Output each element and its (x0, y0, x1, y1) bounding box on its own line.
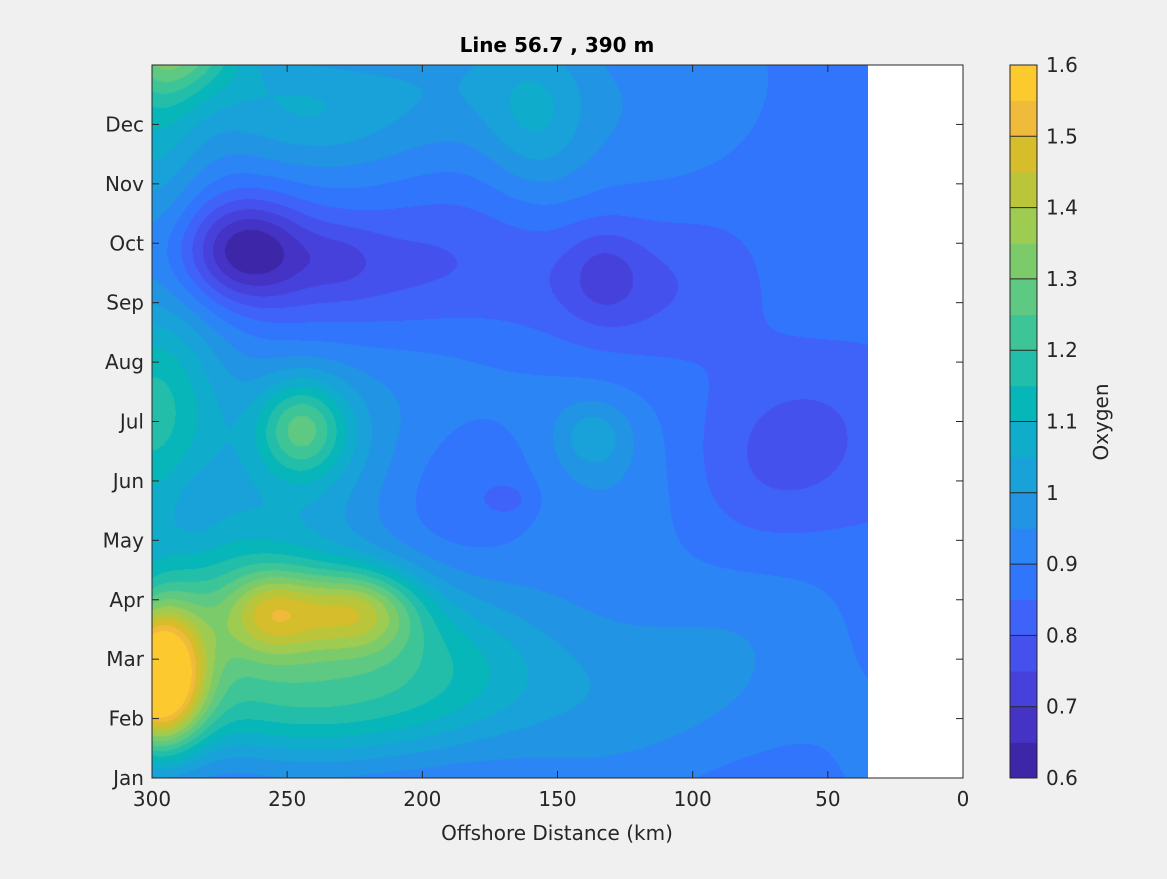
colorbar-tick-label: 1.3 (1046, 267, 1078, 291)
x-tick-label: 150 (538, 787, 576, 811)
x-axis-label: Offshore Distance (km) (441, 821, 673, 845)
colorbar-segment (1010, 350, 1037, 387)
colorbar (1009, 64, 1038, 779)
colorbar-tick-label: 0.6 (1046, 766, 1078, 790)
y-axis-ticks: Jan Feb Mar Apr May Jun Jul Aug Sep Oct Nov Dec (103, 112, 963, 790)
y-tick-label: Jul (118, 410, 144, 434)
colorbar-tick-label: 1.4 (1046, 196, 1078, 220)
colorbar-segment (1010, 243, 1037, 280)
colorbar-segment (1010, 314, 1037, 351)
x-tick-label: 100 (674, 787, 712, 811)
y-tick-label: May (103, 528, 145, 552)
contour-field (152, 65, 868, 778)
y-tick-label: Jun (111, 469, 144, 493)
chart-title: Line 56.7 , 390 m (460, 33, 655, 57)
colorbar-ticks: 0.6 0.7 0.8 0.9 1 1.1 1.2 1.3 1.4 1.5 1.6 (1010, 53, 1078, 790)
colorbar-segment (1010, 671, 1037, 708)
colorbar-segment (1010, 100, 1037, 137)
colorbar-tick-label: 0.8 (1046, 623, 1078, 647)
x-axis-ticks: 300 250 200 150 100 50 0 (133, 65, 969, 811)
colorbar-segment (1010, 207, 1037, 244)
plot-area: 300 250 200 150 100 50 0 Jan Feb Mar Apr May Jun Jul… (103, 64, 969, 811)
colorbar-segment (1010, 421, 1037, 458)
colorbar-segment (1010, 136, 1037, 173)
colorbar-segment (1010, 492, 1037, 529)
y-tick-label: Oct (109, 231, 144, 255)
y-tick-label: Feb (109, 707, 144, 731)
x-tick-label: 250 (268, 787, 306, 811)
colorbar-segment (1010, 171, 1037, 209)
y-tick-label: Mar (106, 647, 145, 671)
colorbar-tick-label: 0.7 (1046, 695, 1078, 719)
colorbar-segment (1010, 278, 1037, 316)
contour-canvas (152, 65, 868, 778)
y-tick-label: Aug (105, 350, 144, 374)
colorbar-tick-label: 1.6 (1046, 53, 1078, 77)
colorbar-segment (1010, 635, 1037, 672)
colorbar-segment (1010, 65, 1037, 102)
colorbar-segment (1010, 385, 1037, 422)
colorbar-segment (1010, 706, 1037, 743)
colorbar-segment (1010, 599, 1037, 636)
colorbar-tick-label: 1.1 (1046, 410, 1078, 434)
colorbar-segment (1010, 457, 1037, 494)
y-tick-label: Nov (105, 172, 144, 196)
y-tick-label: Apr (109, 588, 144, 612)
x-tick-label: 300 (133, 787, 171, 811)
colorbar-segment (1010, 528, 1037, 565)
colorbar-segment (1010, 564, 1037, 601)
colorbar-tick-label: 0.9 (1046, 552, 1078, 576)
colorbar-label: Oxygen (1089, 383, 1113, 460)
y-tick-label: Jan (111, 766, 144, 790)
colorbar-tick-label: 1 (1046, 481, 1059, 505)
x-tick-label: 0 (957, 787, 970, 811)
x-tick-label: 50 (815, 787, 840, 811)
colorbar-segment (1010, 742, 1037, 779)
plot-frame (151, 64, 964, 779)
x-tick-label: 200 (403, 787, 441, 811)
colorbar-tick-label: 1.2 (1046, 338, 1078, 362)
y-tick-label: Dec (105, 112, 144, 136)
colorbar-tick-label: 1.5 (1046, 124, 1078, 148)
y-tick-label: Sep (106, 291, 144, 315)
